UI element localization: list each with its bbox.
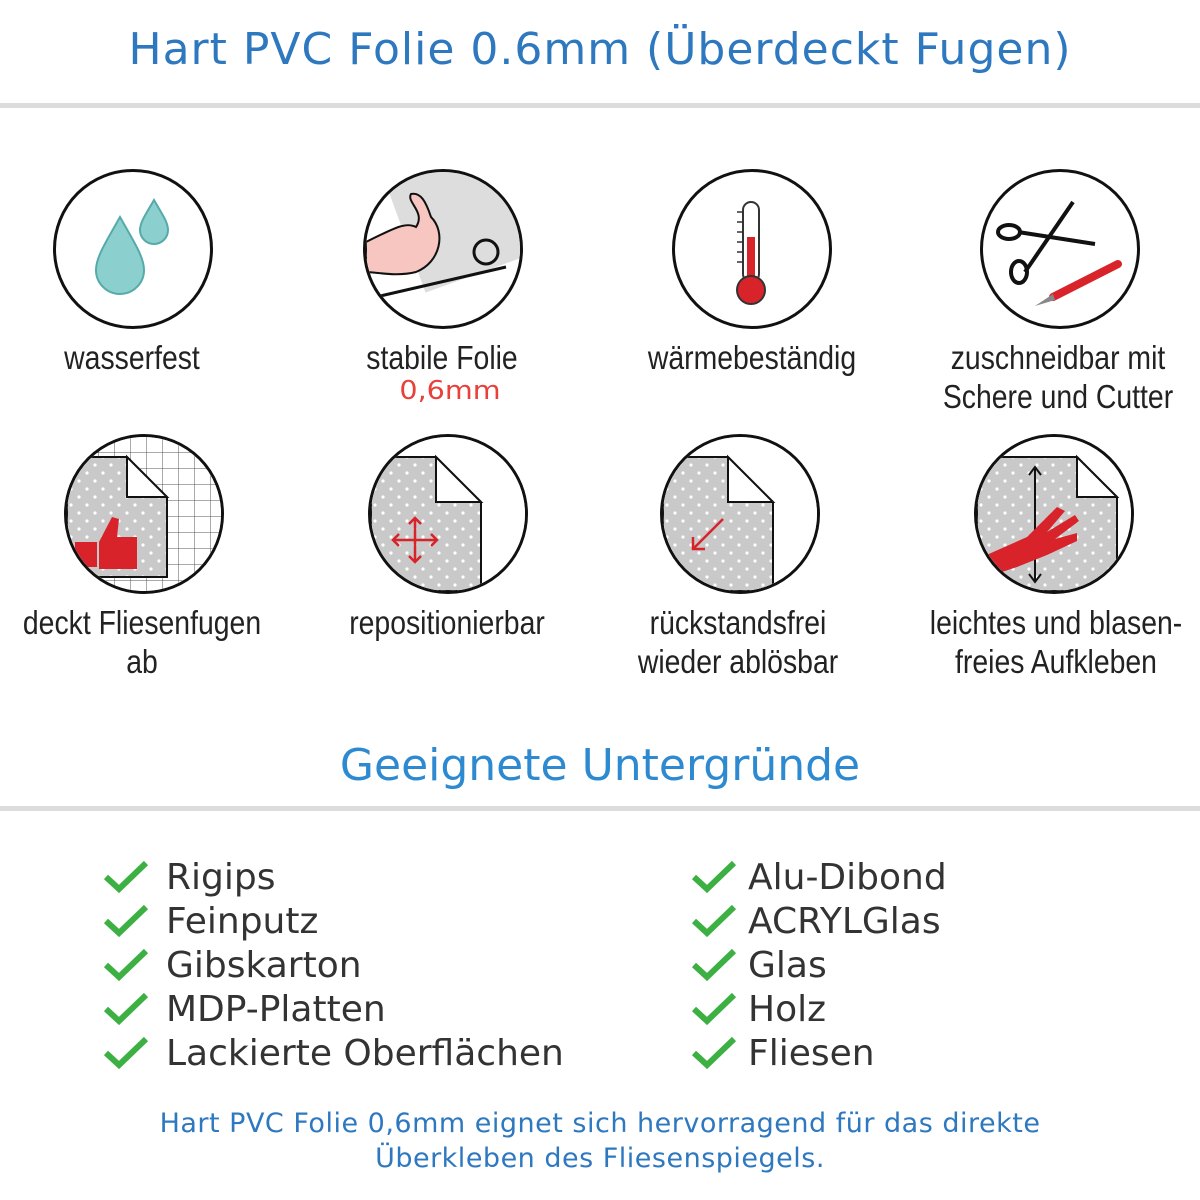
feature-label-rueckstandsfrei-2: wieder ablösbar (637, 643, 839, 680)
surface-label: Glas (748, 944, 827, 986)
surface-item: Rigips (104, 855, 564, 899)
feature-label-waermebestaendig: wärmebeständig (647, 339, 857, 376)
surfaces-title: Geeignete Untergründe (339, 740, 861, 791)
check-icon (104, 904, 148, 938)
check-icon (104, 860, 148, 894)
feature-label-repositionierbar: repositionierbar (349, 604, 545, 641)
check-icon (104, 992, 148, 1026)
surface-label: Feinputz (166, 900, 319, 942)
surface-item: Alu-Dibond (692, 855, 947, 899)
feature-label-stabile-folie: stabile Folie (366, 339, 518, 376)
check-icon (692, 948, 736, 982)
scissors-cutter-icon (980, 169, 1140, 329)
footer-note: Hart PVC Folie 0,6mm eignet sich hervorr… (0, 1106, 1200, 1176)
surface-item: Glas (692, 943, 947, 987)
footer-line-1: Hart PVC Folie 0,6mm eignet sich hervorr… (159, 1108, 1041, 1139)
surface-item: Feinputz (104, 899, 564, 943)
thermometer-icon (672, 169, 832, 329)
divider (0, 806, 1200, 811)
check-icon (104, 948, 148, 982)
feature-label-zuschneidbar-1: zuschneidbar mit (950, 339, 1166, 376)
surface-label: Rigips (166, 856, 276, 898)
feature-label-aufkleben-1: leichtes und blasen- (929, 604, 1183, 641)
feature-label-rueckstandsfrei-1: rückstandsfrei (649, 604, 827, 641)
thumbs-up-tile-icon (64, 434, 224, 594)
feature-sublabel-thickness: 0,6mm (399, 376, 501, 406)
surfaces-list-left: Rigips Feinputz Gibskarton MDP-Platten L… (104, 855, 564, 1075)
surface-label: MDP-Platten (166, 988, 386, 1030)
check-icon (692, 860, 736, 894)
surface-item: MDP-Platten (104, 987, 564, 1031)
surface-item: Holz (692, 987, 947, 1031)
move-arrows-icon (368, 434, 528, 594)
divider (0, 103, 1200, 108)
surface-item: Gibskarton (104, 943, 564, 987)
surface-label: Gibskarton (166, 944, 362, 986)
surface-label: Lackierte Oberflächen (166, 1032, 564, 1074)
feature-label-aufkleben-2: freies Aufkleben (955, 643, 1157, 680)
surface-item: ACRYLGlas (692, 899, 947, 943)
feature-label-zuschneidbar-2: Schere und Cutter (942, 378, 1174, 415)
check-icon (692, 904, 736, 938)
hand-smoothing-icon (974, 434, 1134, 594)
surface-label: Fliesen (748, 1032, 875, 1074)
check-icon (692, 992, 736, 1026)
feature-label-deckt-fliesenfugen: deckt Fliesenfugen ab (22, 604, 262, 680)
surface-label: Alu-Dibond (748, 856, 947, 898)
surfaces-list-right: Alu-Dibond ACRYLGlas Glas Holz Fliesen (692, 855, 947, 1075)
check-icon (104, 1036, 148, 1070)
strong-arm-icon (363, 169, 523, 329)
surface-item: Lackierte Oberflächen (104, 1031, 564, 1075)
water-drops-icon (53, 169, 213, 329)
page-title: Hart PVC Folie 0.6mm (Überdeckt Fugen) (128, 24, 1072, 75)
surface-label: Holz (748, 988, 826, 1030)
surface-item: Fliesen (692, 1031, 947, 1075)
feature-label-wasserfest: wasserfest (64, 339, 200, 376)
surface-label: ACRYLGlas (748, 900, 941, 942)
peel-arrow-icon (660, 434, 820, 594)
footer-line-2: Überkleben des Fliesenspiegels. (375, 1143, 825, 1174)
check-icon (692, 1036, 736, 1070)
